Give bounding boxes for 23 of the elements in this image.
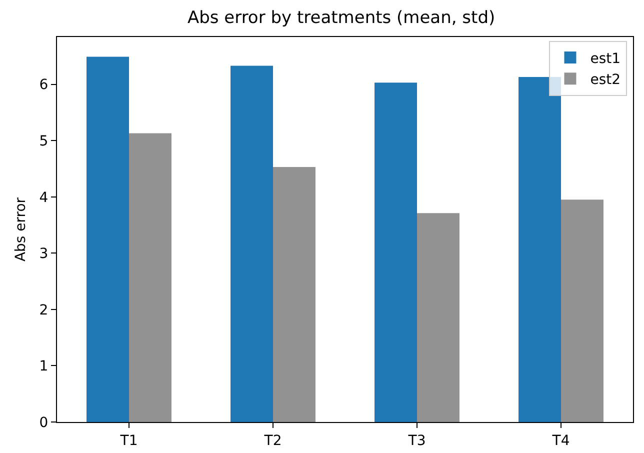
bar bbox=[518, 76, 561, 422]
y-tick-label: 1 bbox=[39, 358, 48, 375]
chart-title: Abs error by treatments (mean, std) bbox=[188, 8, 496, 28]
x-tick-label: T1 bbox=[119, 432, 138, 449]
y-tick-label: 0 bbox=[39, 414, 48, 431]
x-tick-label: T2 bbox=[263, 432, 282, 449]
bar bbox=[417, 213, 460, 422]
y-tick-label: 5 bbox=[39, 133, 48, 150]
bar bbox=[86, 56, 129, 422]
bar bbox=[230, 66, 273, 422]
bar bbox=[561, 200, 604, 422]
x-tick-label: T3 bbox=[407, 432, 426, 449]
y-axis-title: Abs error bbox=[12, 197, 29, 262]
bar bbox=[374, 82, 417, 422]
bar bbox=[129, 133, 172, 422]
legend-label: est2 bbox=[590, 72, 621, 88]
y-tick-label: 4 bbox=[39, 190, 48, 206]
x-tick-label: T4 bbox=[551, 432, 570, 449]
y-tick-label: 2 bbox=[39, 302, 48, 318]
bar bbox=[273, 167, 316, 422]
y-tick-label: 3 bbox=[39, 246, 48, 262]
legend-label: est1 bbox=[590, 50, 621, 67]
y-tick-label: 6 bbox=[39, 77, 48, 94]
